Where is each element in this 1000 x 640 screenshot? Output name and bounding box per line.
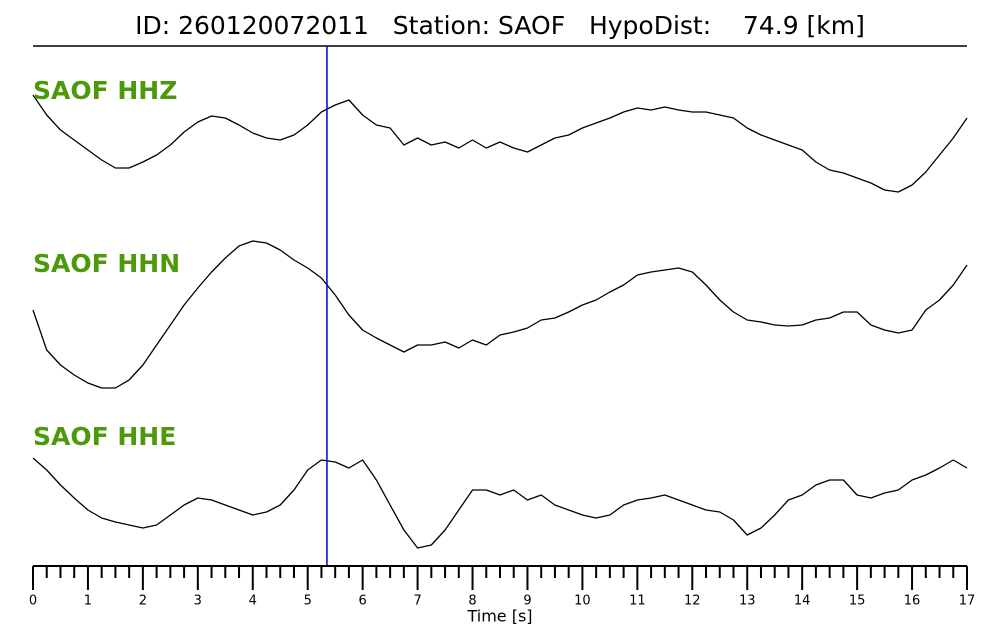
- x-tick-label: 10: [574, 594, 591, 609]
- trace: [32, 457, 968, 549]
- x-tick-label: 14: [794, 594, 811, 609]
- trace-label: SAOF HHE: [33, 422, 176, 451]
- chart-title: ID: 260120072011 Station: SAOF HypoDist:…: [135, 11, 865, 40]
- x-tick-label: 8: [468, 594, 476, 609]
- x-tick-label: 9: [523, 594, 531, 609]
- x-tick-label: 0: [29, 594, 37, 609]
- x-tick-label: 12: [684, 594, 701, 609]
- x-tick-label: 7: [413, 594, 421, 609]
- x-tick-label: 17: [959, 594, 976, 609]
- x-tick-label: 4: [249, 594, 257, 609]
- trace: [32, 240, 968, 389]
- x-tick-label: 13: [739, 594, 756, 609]
- x-tick-label: 16: [904, 594, 921, 609]
- trace: [32, 94, 968, 193]
- x-tick-label: 3: [194, 594, 202, 609]
- trace-label: SAOF HHZ: [33, 76, 177, 105]
- x-tick-label: 1: [84, 594, 92, 609]
- x-tick-label: 5: [304, 594, 312, 609]
- x-tick-label: 6: [359, 594, 367, 609]
- x-tick-label: 2: [139, 594, 147, 609]
- x-tick-label: 11: [629, 594, 646, 609]
- x-tick-label: 15: [849, 594, 866, 609]
- x-axis-label: Time [s]: [466, 607, 532, 626]
- trace-label: SAOF HHN: [33, 249, 180, 278]
